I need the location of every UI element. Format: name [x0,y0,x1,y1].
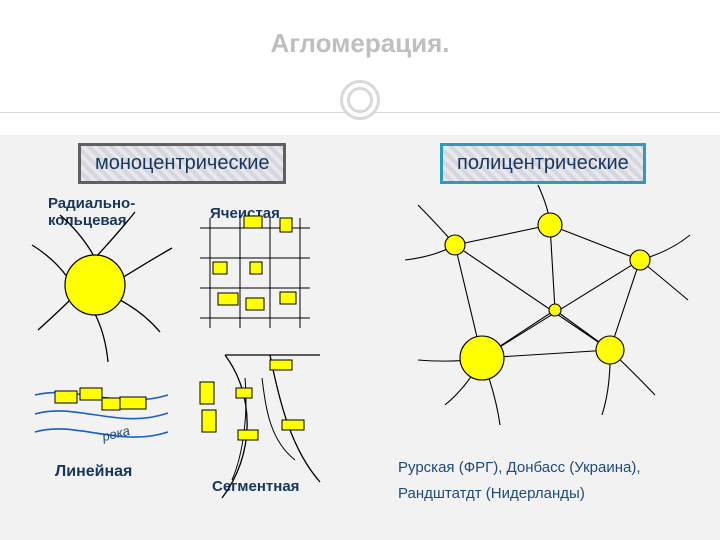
examples-line1: Рурская (ФРГ), Донбасс (Украина), [398,455,641,481]
examples-line2: Рандштатдт (Нидерланды) [398,481,641,507]
examples-text: Рурская (ФРГ), Донбасс (Украина), Рандшт… [398,455,641,506]
